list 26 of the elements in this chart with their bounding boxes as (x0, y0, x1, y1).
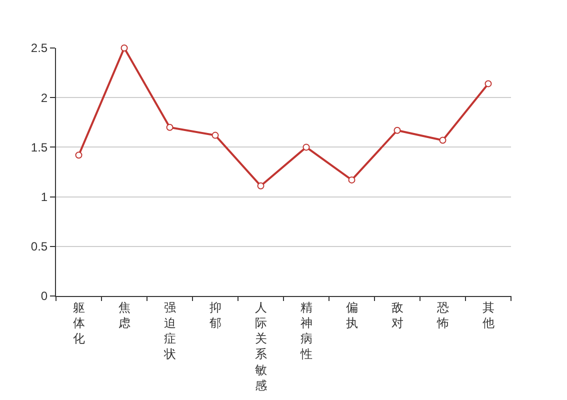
y-tick-label: 0 (40, 289, 48, 304)
y-tick-label: 2.5 (30, 41, 48, 56)
y-tick-label: 1 (40, 190, 48, 204)
x-tick-label: 人际关系敏感 (254, 300, 267, 392)
x-tick-label: 抑郁 (209, 300, 222, 330)
y-tick-label: 2 (40, 90, 48, 105)
point (120, 44, 128, 52)
x-tick-label: 焦虑 (118, 300, 130, 330)
point (257, 182, 264, 190)
point (394, 126, 401, 134)
point (212, 132, 219, 139)
y-tick-label: 0.5 (30, 240, 48, 254)
x-tick-label: 强迫症状 (162, 300, 176, 362)
point (439, 136, 446, 144)
y-tick-label: 1.5 (30, 140, 48, 154)
point (302, 144, 310, 151)
point (166, 124, 174, 131)
x-tick-label: 恐怖 (436, 300, 449, 330)
point (348, 176, 356, 184)
x-tick-label: 偏执 (346, 300, 358, 330)
x-tick-label: 躯体化 (72, 300, 85, 346)
point (484, 80, 492, 88)
x-tick-label: 敌对 (391, 300, 404, 330)
x-tick-label: 精神病性 (299, 300, 312, 362)
x-tick-label: 其他 (482, 300, 494, 330)
point (75, 152, 82, 159)
